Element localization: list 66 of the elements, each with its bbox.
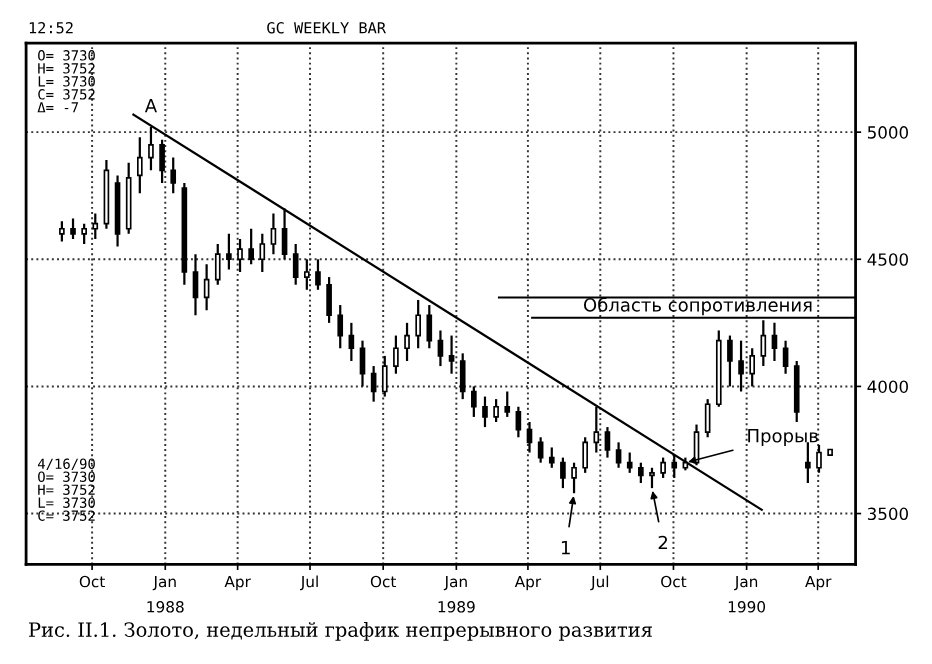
annotation: 2 xyxy=(658,535,668,550)
candlestick xyxy=(782,339,789,375)
candlestick xyxy=(92,212,99,241)
candlestick xyxy=(159,138,165,185)
candlestick xyxy=(660,456,666,480)
candlestick xyxy=(771,321,778,363)
y-tick-label: 5000 xyxy=(867,126,908,139)
ref-line-label: Область сопротивления xyxy=(583,297,812,316)
candlestick xyxy=(393,334,399,375)
candlestick xyxy=(259,232,266,274)
y-tick-label: 4000 xyxy=(867,380,908,393)
candlestick xyxy=(749,347,756,388)
candlestick xyxy=(816,443,822,474)
candlestick xyxy=(626,451,633,474)
y-tick-label: 3500 xyxy=(867,507,908,521)
annotation: Прорыв xyxy=(748,429,818,447)
candlestick xyxy=(359,339,366,388)
y-tick-label: 4500 xyxy=(867,253,908,266)
candlestick xyxy=(70,217,76,241)
candlestick xyxy=(593,405,600,454)
candlestick xyxy=(459,352,466,401)
candlestick xyxy=(615,441,622,469)
candlestick xyxy=(448,334,455,375)
candlestick xyxy=(292,242,299,286)
candlestick xyxy=(571,461,577,495)
candlestick xyxy=(793,359,800,424)
candlestick xyxy=(81,222,87,246)
candlestick xyxy=(738,339,744,393)
candlestick xyxy=(437,329,444,368)
candlestick xyxy=(526,420,533,454)
candlestick xyxy=(59,220,65,243)
candlestick xyxy=(560,456,566,490)
candlestick xyxy=(192,253,199,317)
candlestick xyxy=(471,385,477,419)
candlestick xyxy=(504,390,511,419)
candlestick xyxy=(248,227,254,266)
candlestick xyxy=(170,156,177,195)
candlestick xyxy=(548,446,555,469)
candlestick xyxy=(493,398,499,424)
candlestick xyxy=(415,298,421,350)
candlestick xyxy=(727,334,733,388)
candlestick xyxy=(237,237,243,274)
candlestick xyxy=(148,125,154,172)
candlestick xyxy=(214,242,221,286)
candlestick xyxy=(704,398,711,439)
candlestick xyxy=(226,232,232,271)
annotation: 1 xyxy=(561,540,570,555)
candlestick xyxy=(337,303,344,350)
candlestick xyxy=(638,461,644,485)
candlestick xyxy=(136,136,143,195)
candlestick xyxy=(304,258,310,291)
text: Рис. II.1. Золото, недельный график непрерывного развития xyxy=(29,621,652,641)
candlestick xyxy=(582,436,589,474)
candlestick xyxy=(381,354,388,398)
candlestick xyxy=(326,275,332,324)
candlestick xyxy=(649,466,655,490)
candlestick xyxy=(482,395,488,429)
candlestick xyxy=(348,321,355,363)
candlestick xyxy=(281,207,288,261)
candlestick xyxy=(604,425,611,459)
candlestick xyxy=(671,453,678,480)
candlestick xyxy=(270,212,277,256)
candlestick xyxy=(426,303,433,350)
candlestick xyxy=(404,321,410,363)
annotation: A xyxy=(144,99,157,113)
candlestick xyxy=(315,258,321,291)
